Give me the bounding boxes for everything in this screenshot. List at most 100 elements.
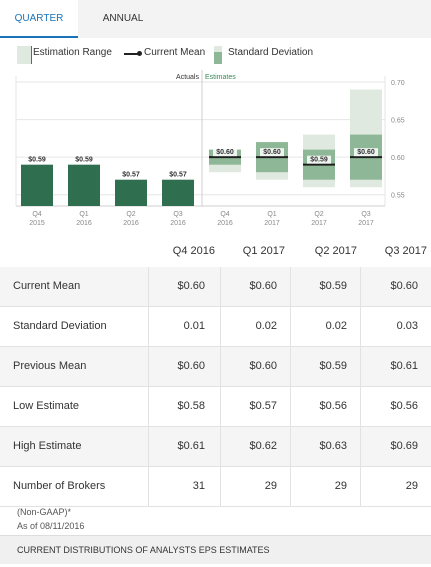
column-separator — [148, 267, 149, 306]
eps-chart-svg: 0.70 0.65 0.60 0.55 Actuals Estimates $0.59… — [15, 70, 405, 227]
distribution-section-title: CURRENT DISTRIBUTIONS OF ANALYSTS EPS ES… — [17, 545, 270, 555]
actual-bar — [21, 164, 53, 206]
period-tabs: QUARTER ANNUAL — [0, 0, 431, 38]
table-cell: $0.62 — [249, 440, 277, 452]
column-separator — [360, 347, 361, 386]
x-tick-year: 2016 — [123, 220, 139, 227]
header-col-4: Q3 2017 — [384, 245, 427, 257]
x-tick-label: Q2 — [126, 211, 135, 218]
table-header: Q4 2016 Q1 2017 Q2 2017 Q3 2017 — [0, 240, 431, 267]
column-separator — [148, 467, 149, 506]
column-separator — [290, 387, 291, 426]
actual-bar — [115, 179, 147, 206]
actual-value-label: $0.57 — [169, 172, 187, 179]
table-row: Number of Brokers 31 29 29 29 — [0, 467, 431, 507]
table-row: Previous Mean $0.60 $0.60 $0.59 $0.61 — [0, 347, 431, 387]
as-of-date: As of 08/11/2016 — [17, 521, 85, 531]
distribution-section-header[interactable]: CURRENT DISTRIBUTIONS OF ANALYSTS EPS ES… — [0, 535, 431, 564]
table-cell: 0.01 — [183, 320, 205, 332]
actuals-section-label: Actuals — [176, 74, 199, 81]
column-separator — [360, 427, 361, 466]
table-cell: $0.57 — [249, 400, 277, 412]
table-cell: $0.60 — [249, 360, 277, 372]
header-col-1: Q4 2016 — [172, 245, 215, 257]
header-col-3: Q2 2017 — [314, 245, 357, 257]
row-label: High Estimate — [13, 440, 82, 452]
column-separator — [220, 267, 221, 306]
standard-deviation-swatch — [214, 46, 222, 64]
mean-label-background — [213, 148, 237, 157]
x-tick-year: 2017 — [264, 220, 280, 227]
x-tick-year: 2016 — [170, 220, 186, 227]
x-tick-year: 2017 — [358, 220, 374, 227]
column-separator — [220, 427, 221, 466]
table-cell: $0.60 — [249, 280, 277, 292]
y-tick-label: 0.65 — [391, 118, 405, 125]
estimation-range-swatch — [17, 46, 32, 64]
actual-value-label: $0.59 — [28, 157, 46, 164]
column-separator — [220, 307, 221, 346]
table-cell: 0.02 — [255, 320, 277, 332]
column-separator — [148, 387, 149, 426]
table-cell: $0.69 — [390, 440, 418, 452]
row-label: Standard Deviation — [13, 320, 107, 332]
column-separator — [220, 347, 221, 386]
standard-deviation-swatch-top — [214, 46, 222, 52]
table-cell: $0.61 — [390, 360, 418, 372]
column-separator — [290, 467, 291, 506]
column-separator — [360, 467, 361, 506]
table-cell: $0.56 — [319, 400, 347, 412]
table-cell: $0.60 — [177, 360, 205, 372]
table-cell: $0.58 — [177, 400, 205, 412]
column-separator — [148, 427, 149, 466]
column-separator — [290, 307, 291, 346]
eps-chart: 0.70 0.65 0.60 0.55 Actuals Estimates $0.59… — [0, 68, 431, 238]
table-cell: $0.61 — [177, 440, 205, 452]
mean-label-background — [260, 148, 284, 157]
table-cell: 29 — [334, 480, 347, 492]
tab-quarter[interactable]: QUARTER — [0, 0, 78, 38]
actual-bar — [68, 164, 100, 206]
table-row: Standard Deviation 0.01 0.02 0.02 0.03 — [0, 307, 431, 347]
x-tick-year: 2017 — [311, 220, 327, 227]
row-label: Low Estimate — [13, 400, 80, 412]
table-cell: 0.02 — [325, 320, 347, 332]
table-row: Current Mean $0.60 $0.60 $0.59 $0.60 — [0, 267, 431, 307]
column-separator — [290, 427, 291, 466]
table-cell: 0.03 — [396, 320, 418, 332]
actual-value-label: $0.59 — [75, 157, 93, 164]
mean-label-background — [307, 155, 331, 164]
row-label: Previous Mean — [13, 360, 87, 372]
x-tick-year: 2015 — [29, 220, 45, 227]
actual-bar — [162, 179, 194, 206]
x-tick-label: Q2 — [314, 211, 323, 218]
x-tick-year: 2016 — [217, 220, 233, 227]
non-gaap-note: (Non-GAAP)* — [17, 507, 72, 517]
table-cell: 29 — [405, 480, 418, 492]
table-cell: $0.59 — [319, 280, 347, 292]
table-cell: $0.59 — [319, 360, 347, 372]
legend-sd-label: Standard Deviation — [228, 47, 314, 58]
actual-value-label: $0.57 — [122, 172, 140, 179]
x-tick-label: Q3 — [173, 211, 182, 218]
x-tick-label: Q1 — [267, 211, 276, 218]
x-tick-label: Q1 — [79, 211, 88, 218]
y-tick-label: 0.60 — [391, 155, 405, 162]
column-separator — [220, 467, 221, 506]
footnote: (Non-GAAP)* As of 08/11/2016 — [17, 505, 84, 533]
estimate-mean-label: $0.60 — [263, 149, 281, 156]
column-separator — [360, 307, 361, 346]
column-separator — [148, 307, 149, 346]
column-separator — [290, 267, 291, 306]
x-tick-year: 2016 — [76, 220, 92, 227]
tab-annual[interactable]: ANNUAL — [102, 13, 144, 24]
row-label: Number of Brokers — [13, 480, 106, 492]
estimate-mean-label: $0.60 — [216, 149, 234, 156]
table-row: High Estimate $0.61 $0.62 $0.63 $0.69 — [0, 427, 431, 467]
column-separator — [290, 347, 291, 386]
table-cell: $0.56 — [390, 400, 418, 412]
y-tick-label: 0.55 — [391, 193, 405, 200]
table-cell: $0.63 — [319, 440, 347, 452]
row-label: Current Mean — [13, 280, 81, 292]
estimates-section-label: Estimates — [205, 74, 236, 81]
